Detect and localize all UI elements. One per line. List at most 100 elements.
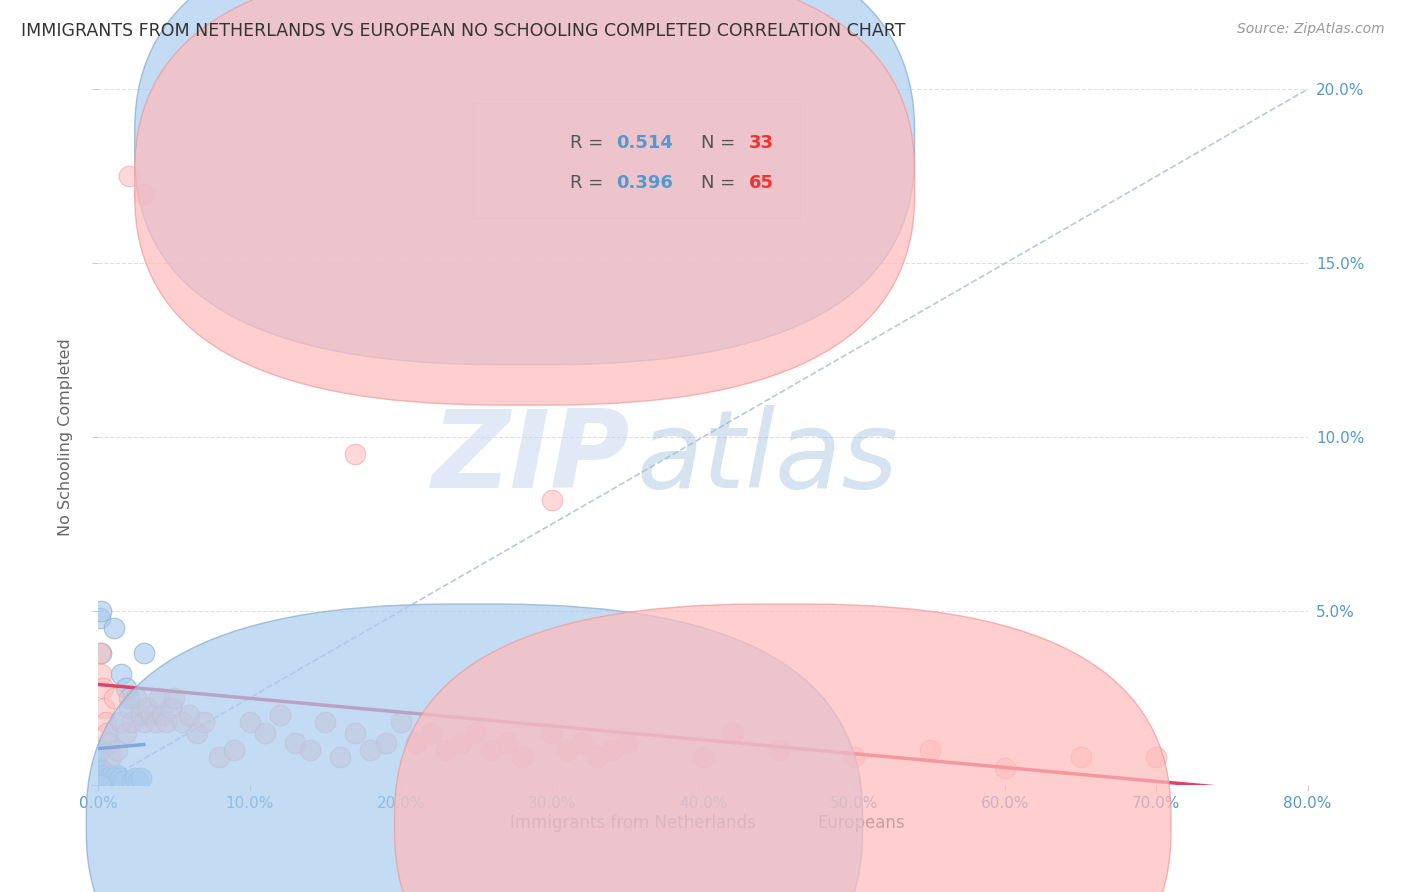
Text: atlas: atlas — [637, 406, 898, 510]
Point — [150, 708, 173, 723]
Text: 0.514: 0.514 — [616, 134, 673, 152]
Text: Immigrants from Netherlands: Immigrants from Netherlands — [509, 814, 755, 832]
Point — [132, 715, 155, 730]
Point — [89, 760, 111, 774]
Point — [111, 774, 134, 789]
Point — [179, 708, 201, 723]
Point — [114, 681, 136, 695]
Point — [148, 690, 170, 705]
Point — [94, 771, 117, 785]
Point — [89, 611, 111, 625]
Point — [495, 736, 517, 750]
Point — [389, 715, 412, 730]
Point — [129, 771, 152, 785]
Text: R =: R = — [569, 174, 609, 192]
Point — [186, 726, 208, 740]
Point — [110, 666, 132, 681]
Point — [163, 690, 186, 705]
Point — [96, 726, 118, 740]
Point — [692, 750, 714, 764]
Point — [374, 736, 396, 750]
Point — [994, 760, 1017, 774]
Point — [540, 726, 562, 740]
Point — [253, 726, 276, 740]
Point — [145, 715, 167, 730]
Point — [105, 743, 128, 757]
Point — [93, 701, 115, 715]
Point — [155, 715, 177, 730]
Point — [107, 774, 129, 789]
Point — [118, 690, 141, 705]
Point — [141, 708, 163, 723]
Point — [110, 715, 132, 730]
Point — [208, 750, 231, 764]
Point — [129, 708, 152, 723]
Point — [94, 715, 117, 730]
Point — [103, 621, 125, 635]
Point — [90, 767, 112, 781]
Point — [1070, 750, 1092, 764]
Point — [465, 726, 488, 740]
Point — [127, 774, 149, 789]
Point — [93, 774, 115, 789]
Point — [616, 736, 638, 750]
Point — [450, 736, 472, 750]
Point — [121, 715, 143, 730]
Point — [360, 743, 382, 757]
Point — [125, 690, 148, 705]
Point — [160, 701, 183, 715]
FancyBboxPatch shape — [395, 604, 1171, 892]
Point — [103, 771, 125, 785]
Point — [135, 701, 157, 715]
Point — [586, 750, 609, 764]
Text: Source: ZipAtlas.com: Source: ZipAtlas.com — [1237, 22, 1385, 37]
Point — [93, 767, 115, 781]
FancyBboxPatch shape — [86, 604, 863, 892]
Point — [91, 681, 114, 695]
Point — [90, 774, 112, 789]
Point — [193, 715, 215, 730]
Point — [98, 771, 121, 785]
Point — [89, 646, 111, 660]
Text: ZIP: ZIP — [432, 405, 630, 511]
Point — [90, 646, 112, 660]
Y-axis label: No Schooling Completed: No Schooling Completed — [59, 338, 73, 536]
Point — [918, 743, 941, 757]
Point — [124, 771, 146, 785]
Point — [100, 774, 122, 789]
Point — [299, 743, 322, 757]
Point — [540, 492, 562, 507]
Point — [405, 736, 427, 750]
Point — [329, 750, 352, 764]
FancyBboxPatch shape — [474, 103, 800, 218]
Point — [314, 715, 336, 730]
Point — [434, 743, 457, 757]
Point — [510, 750, 533, 764]
Point — [114, 726, 136, 740]
Point — [284, 736, 307, 750]
Text: 0.396: 0.396 — [616, 174, 673, 192]
Point — [132, 186, 155, 201]
Point — [89, 743, 111, 757]
Point — [103, 690, 125, 705]
Point — [420, 726, 443, 740]
Point — [91, 764, 114, 778]
Point — [90, 604, 112, 618]
Point — [104, 774, 127, 789]
Text: IMMIGRANTS FROM NETHERLANDS VS EUROPEAN NO SCHOOLING COMPLETED CORRELATION CHART: IMMIGRANTS FROM NETHERLANDS VS EUROPEAN … — [21, 22, 905, 40]
Point — [105, 767, 128, 781]
Point — [170, 715, 193, 730]
Point — [344, 447, 367, 462]
Point — [481, 743, 503, 757]
Point — [571, 736, 593, 750]
Point — [132, 646, 155, 660]
Point — [768, 743, 790, 757]
Point — [90, 778, 112, 792]
Point — [121, 774, 143, 789]
Point — [224, 743, 246, 757]
Text: N =: N = — [700, 174, 741, 192]
Point — [89, 778, 111, 792]
Text: R =: R = — [569, 134, 609, 152]
Point — [269, 708, 291, 723]
Text: 33: 33 — [749, 134, 773, 152]
